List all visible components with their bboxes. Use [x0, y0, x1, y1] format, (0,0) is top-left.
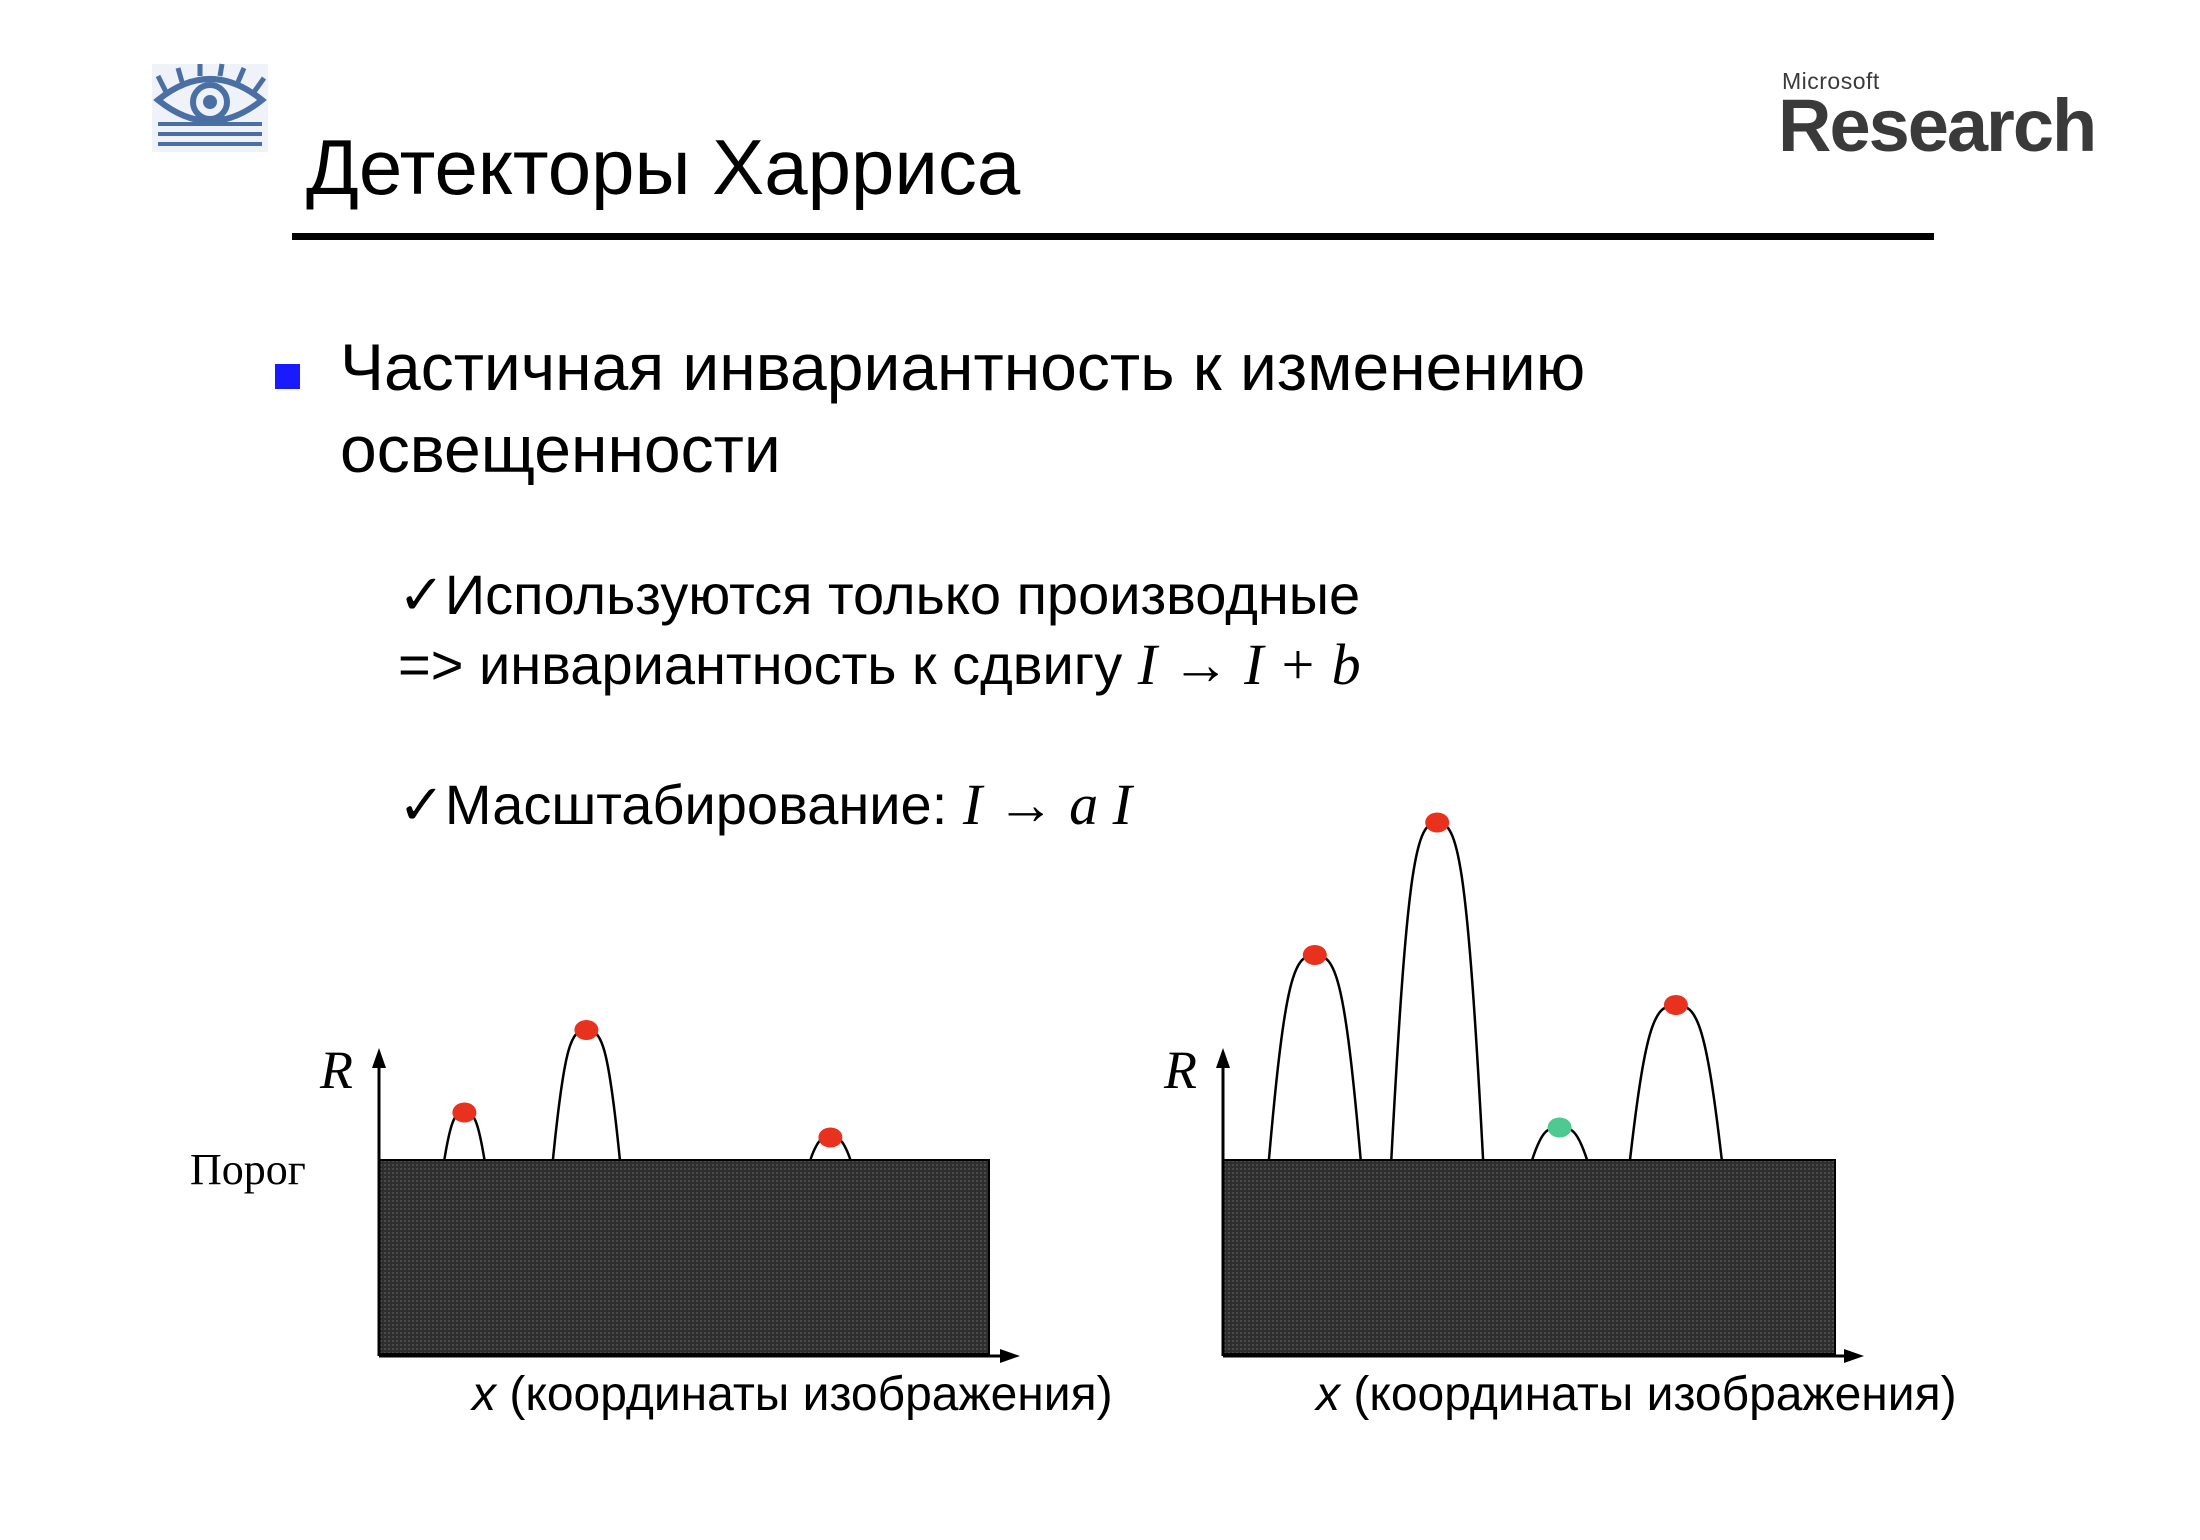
threshold-block: [1222, 1159, 1836, 1355]
peak-marker-red: [1425, 812, 1450, 833]
eye-logo-icon: [148, 62, 272, 154]
slide-title: Детекторы Харриса: [306, 123, 1021, 211]
sub-item-scaling: ✓Масштабирование: I → a I: [398, 770, 1132, 840]
peak-marker-green: [1547, 1117, 1572, 1138]
response-curve: [1267, 821, 1724, 1161]
y-axis-arrow: [1216, 1048, 1230, 1068]
title-underline: [292, 233, 1934, 240]
check-icon: ✓: [398, 563, 445, 626]
scale-formula: I → a I: [962, 772, 1132, 837]
peak-marker-red: [1302, 945, 1327, 965]
sub2-text: Масштабирование:: [444, 773, 963, 836]
x-axis-var: x: [1314, 1368, 1342, 1421]
threshold-label: Порог: [190, 1145, 306, 1194]
x-axis-arrow: [1844, 1349, 1864, 1363]
y-axis-label: R: [319, 1040, 353, 1100]
chart-left: R Порог x (координаты изображения): [190, 1020, 1113, 1421]
threshold-block: [378, 1159, 990, 1355]
peak-marker-red: [818, 1127, 843, 1148]
microsoft-research-logo: Microsoft Research: [1778, 68, 2097, 167]
logo-research-text: Research: [1778, 84, 2097, 167]
bullet-text: Частичная инвариантность к изменению осв…: [340, 330, 1586, 486]
x-axis-var: x: [470, 1368, 498, 1421]
square-bullet-icon: [275, 364, 300, 389]
x-axis-label: x (координаты изображения): [1314, 1368, 1957, 1421]
response-curve: [443, 1028, 852, 1161]
x-axis-desc: (координаты изображения): [496, 1368, 1113, 1421]
sub-item-derivatives: ✓Используются только производные => инва…: [398, 560, 1361, 700]
y-axis-label: R: [1163, 1040, 1197, 1100]
peak-marker-red: [452, 1102, 477, 1123]
y-axis-arrow: [372, 1048, 386, 1068]
logo-microsoft-text: Microsoft: [1782, 68, 1880, 94]
x-axis-arrow: [1000, 1349, 1020, 1363]
shift-formula: I → I + b: [1137, 632, 1361, 697]
peak-marker-red: [1663, 995, 1688, 1015]
chart-right: R x (координаты изображения): [1163, 812, 1957, 1421]
check-icon: ✓: [398, 773, 445, 836]
sub1-line2-prefix: => инвариантность к сдвигу: [398, 633, 1138, 696]
x-axis-desc: (координаты изображения): [1340, 1368, 1957, 1421]
peak-marker-red: [574, 1020, 599, 1040]
x-axis-label: x (координаты изображения): [470, 1368, 1113, 1421]
sub1-line1: Используются только производные: [444, 563, 1361, 626]
